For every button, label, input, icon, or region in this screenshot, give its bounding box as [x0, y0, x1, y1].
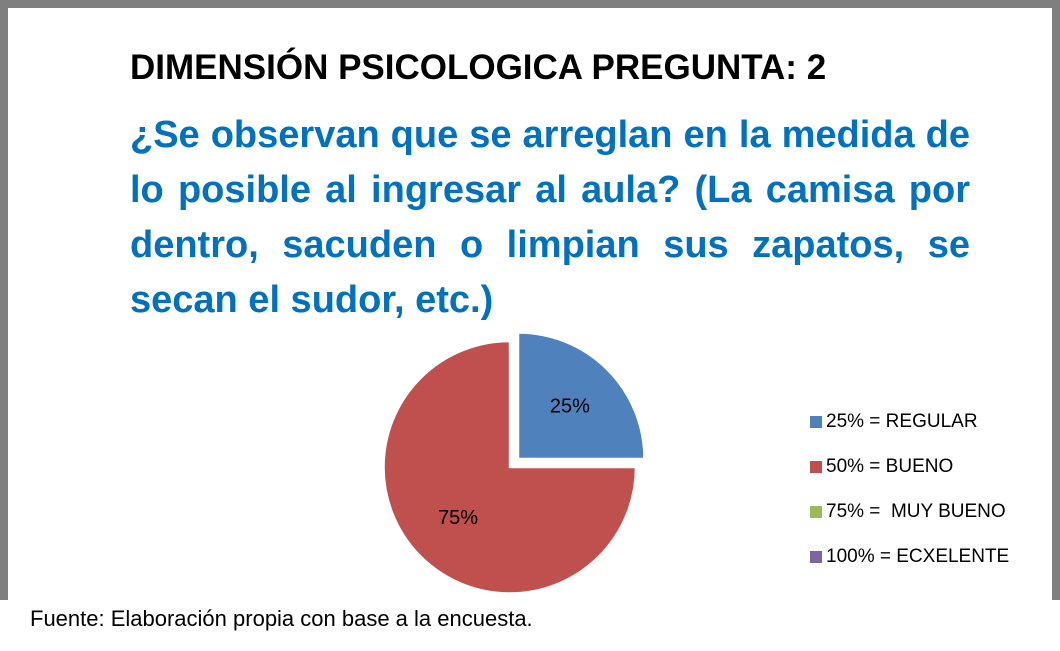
- frame: [0, 0, 1060, 600]
- pie-slice: [382, 340, 637, 595]
- legend-swatch: [810, 461, 822, 473]
- legend-label: 75% = MUY BUENO: [826, 501, 1006, 522]
- legend-label: 100% = ECXELENTE: [826, 546, 1009, 567]
- legend-swatch: [810, 506, 822, 518]
- legend-swatch: [810, 416, 822, 428]
- data-label: 25%: [550, 395, 590, 417]
- legend-label: 50% = BUENO: [826, 456, 953, 477]
- source-note: Fuente: Elaboración propia con base a la…: [30, 606, 533, 631]
- legend-label: 25% = REGULAR: [826, 411, 978, 432]
- legend-swatch: [810, 551, 822, 563]
- chart-title: DIMENSIÓN PSICOLOGICA PREGUNTA: 2: [130, 48, 827, 87]
- pie-slice: [517, 331, 646, 460]
- chart-subtitle: ¿Se observan que se arreglan en la medid…: [130, 114, 970, 321]
- data-label: 75%: [438, 507, 478, 529]
